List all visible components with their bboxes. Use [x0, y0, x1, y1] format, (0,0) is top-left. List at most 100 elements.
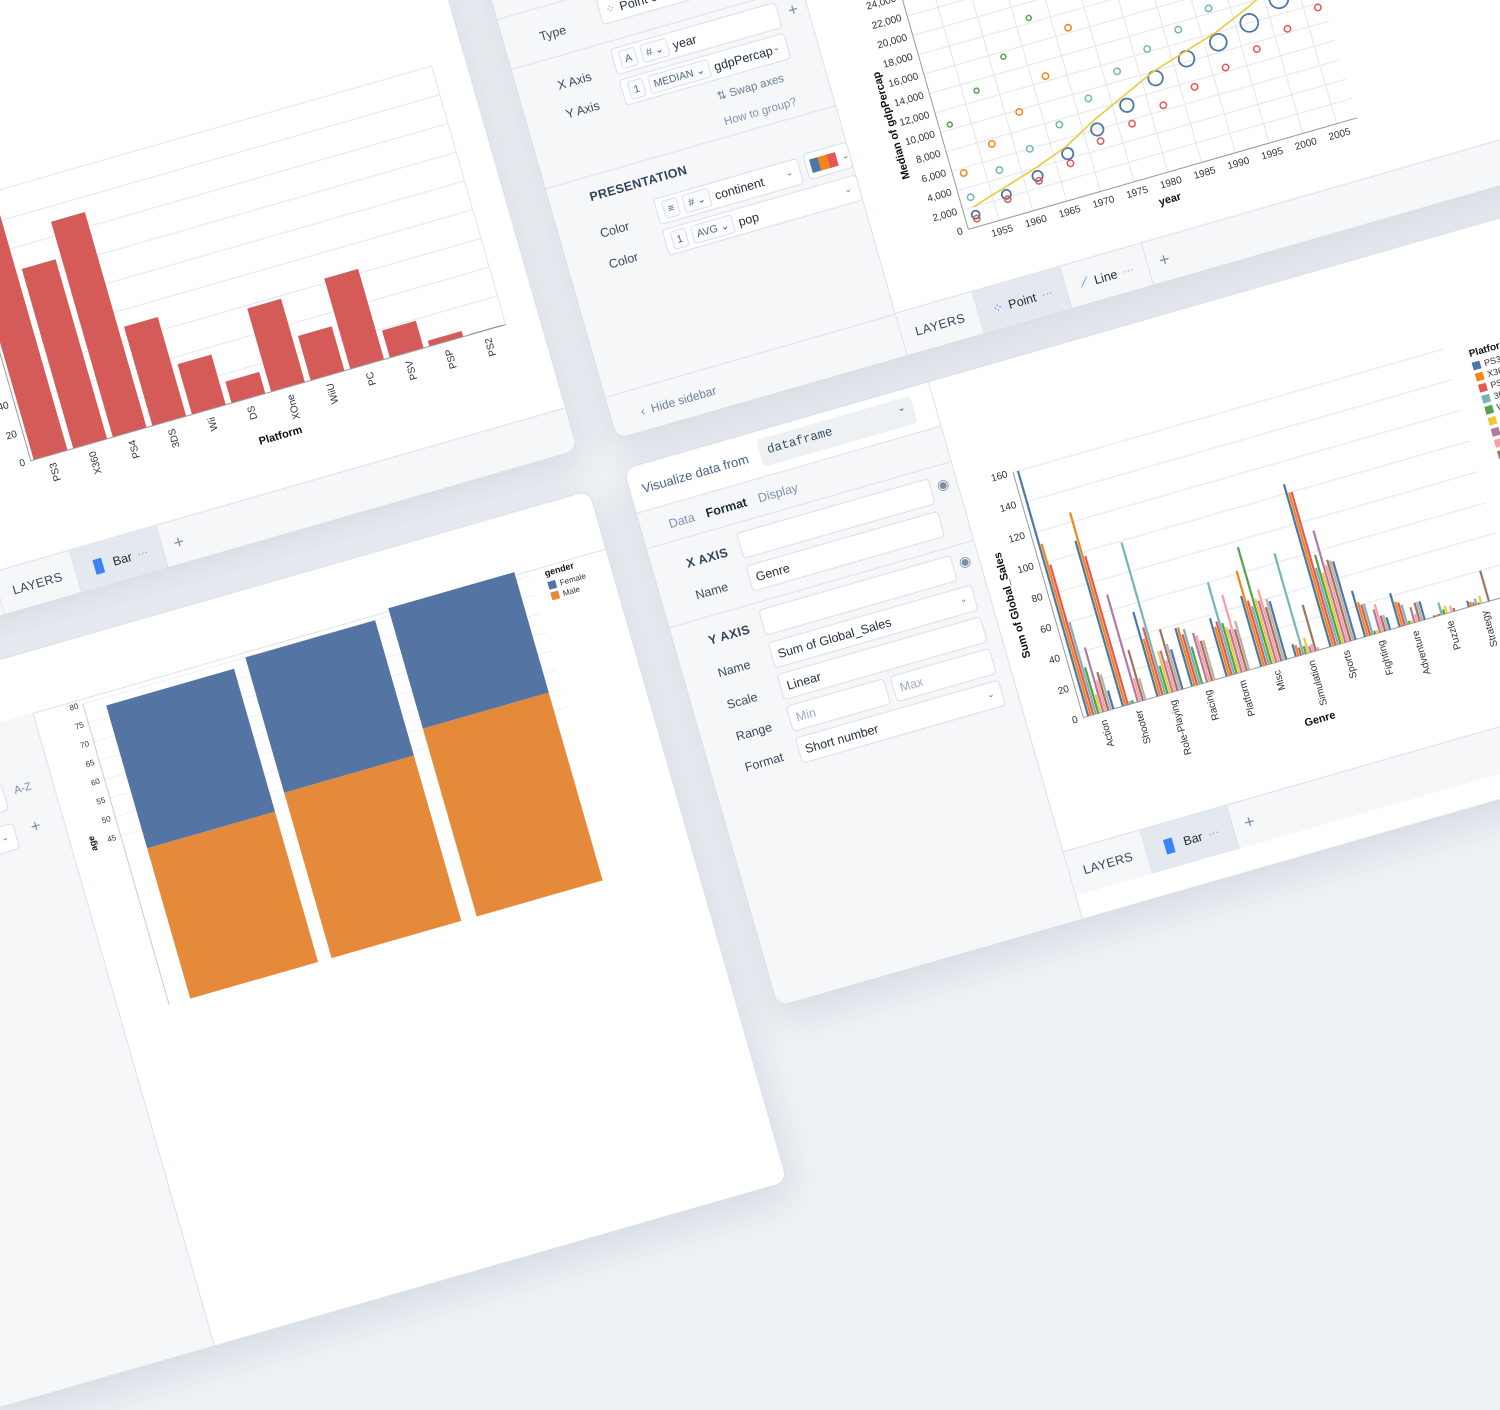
x-tick-label: 1990	[1226, 155, 1251, 172]
gridline	[1134, 0, 1203, 163]
bar	[1128, 700, 1132, 705]
bar	[1094, 693, 1102, 713]
more-icon[interactable]: ···	[1206, 825, 1221, 841]
bar	[1310, 643, 1315, 652]
more-icon[interactable]: ···	[1121, 263, 1136, 278]
legend-swatch	[1471, 360, 1482, 371]
trend-line	[972, 0, 1305, 208]
x-tick-label: WiiU	[325, 382, 341, 405]
y-tick-label: 24,000	[865, 0, 898, 13]
bar	[1435, 614, 1438, 617]
x-tick-label: Adventure	[1410, 629, 1433, 676]
y-tick-label: 2,000	[932, 207, 960, 225]
bar	[1478, 595, 1483, 604]
bar	[1257, 600, 1278, 663]
legend-swatch	[1493, 437, 1500, 448]
genre-grouped-bar-chart: 0 20 40 60 80 100 120 140 160 Action Shooter Role-P…	[990, 338, 1500, 757]
bar	[1394, 601, 1404, 627]
data-point	[1283, 24, 1292, 33]
x-tick-label: XOne	[285, 393, 303, 421]
data-point	[1119, 97, 1135, 113]
x-tick-label: Puzzle	[1445, 619, 1464, 651]
bar	[1291, 644, 1297, 657]
bar-chart-icon: ▐▌	[88, 556, 110, 575]
bar	[1170, 649, 1184, 690]
data-point	[1174, 25, 1183, 34]
bar	[1221, 594, 1246, 672]
y-tick-label: 45	[106, 833, 118, 844]
bar	[1016, 470, 1090, 717]
gridline	[22, 295, 498, 433]
data-point	[1055, 120, 1064, 129]
gridline	[1033, 0, 1101, 192]
y-tick-label: 10,000	[904, 129, 937, 148]
y-tick-label: 6,000	[920, 168, 948, 186]
bar	[1158, 665, 1169, 694]
y-tick-label: 40	[0, 400, 11, 414]
bar	[1418, 600, 1426, 620]
y-tick-label: 80	[1030, 592, 1044, 606]
data-point	[1209, 32, 1228, 52]
x-tick-label: 1985	[1193, 165, 1218, 182]
bar-segment	[388, 572, 549, 729]
data-point	[1147, 69, 1164, 87]
bar	[1068, 621, 1097, 715]
bar	[1273, 553, 1305, 655]
bar	[1206, 582, 1236, 675]
bar	[1382, 614, 1389, 631]
bar	[1157, 651, 1172, 694]
bar	[1389, 592, 1401, 628]
bar	[1074, 540, 1124, 707]
data-point	[1000, 188, 1012, 200]
x-axis-title: year	[1158, 191, 1184, 209]
more-icon[interactable]: ···	[1040, 286, 1054, 301]
x-tick-label: Role-Playing	[1168, 699, 1194, 757]
bar	[1321, 572, 1345, 644]
bar	[1313, 554, 1342, 645]
line-chart-icon: ⟋	[1078, 274, 1091, 291]
x-tick-label: Platform	[1237, 679, 1258, 718]
data-point	[959, 169, 968, 177]
y-tick-label: 0	[956, 226, 965, 238]
gridline	[1065, 532, 1496, 657]
gridline	[5, 237, 482, 376]
more-icon[interactable]: ···	[135, 545, 150, 561]
data-point	[1015, 108, 1024, 116]
bar	[1302, 645, 1307, 655]
legend-label: Male	[562, 584, 582, 598]
x-tick-label: Wii	[206, 416, 220, 432]
gridline	[1201, 0, 1270, 144]
bar	[1257, 589, 1280, 662]
genre-chart-window: Visualize data from dataframe ⌄ Data For…	[622, 165, 1500, 1008]
y-tick-label: 0	[1071, 714, 1080, 726]
plot-border	[431, 65, 507, 325]
bar	[1158, 628, 1179, 691]
x-tick-label: Racing	[1203, 689, 1222, 722]
data-point	[972, 214, 981, 223]
bar	[1132, 611, 1159, 697]
x-tick-label: PS4	[127, 438, 143, 460]
bar	[1373, 603, 1384, 633]
y-tick-label: 65	[85, 758, 97, 769]
data-point	[970, 209, 981, 220]
bar	[1096, 671, 1110, 711]
y-tick-label: 8,000	[915, 149, 943, 167]
data-point	[1239, 13, 1260, 33]
y-axis	[901, 0, 969, 230]
bar	[1195, 635, 1211, 682]
y-tick-label: 60	[0, 371, 2, 385]
x-tick-label: 3DS	[167, 427, 183, 449]
platform-chart-window: 020406080100120140160180PS3X360PS43DSWii…	[0, 0, 579, 679]
bar	[1202, 639, 1216, 681]
x-tick-label: Misc	[1272, 669, 1288, 692]
bar	[1290, 491, 1337, 646]
y-tick-label: 20	[5, 429, 19, 443]
legend-label: PS3	[1483, 354, 1500, 368]
data-point	[1204, 4, 1213, 13]
data-point	[995, 166, 1004, 175]
bar	[1235, 570, 1265, 667]
bar	[1400, 604, 1409, 625]
gdp-point-chart: 02,0004,0006,0008,00010,00012,00014,0001…	[865, 0, 1357, 240]
x-tick-label: 2000	[1294, 136, 1319, 153]
gridline	[1235, 0, 1304, 134]
